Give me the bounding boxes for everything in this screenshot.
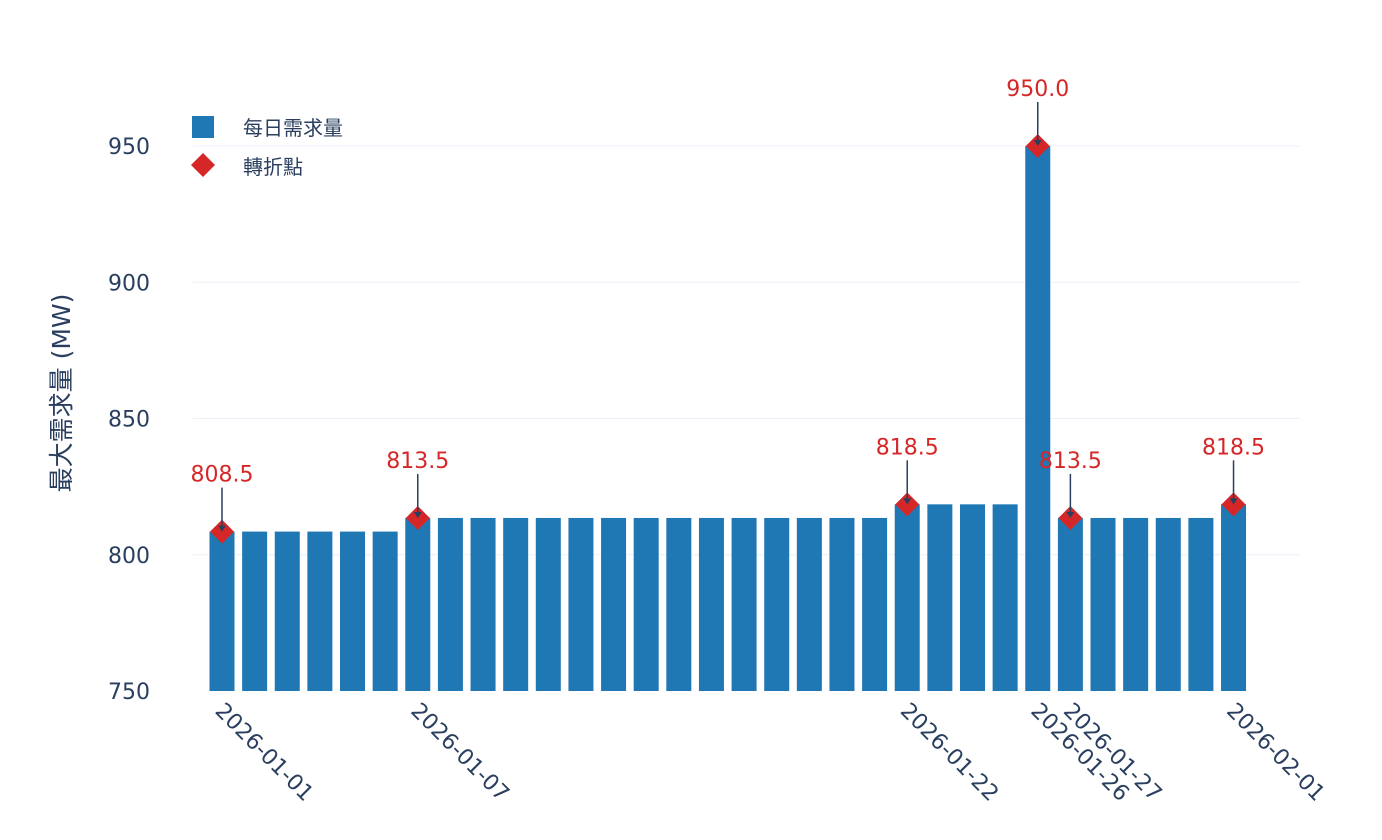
- annotation-label: 813.5: [1039, 449, 1102, 474]
- annotation-arrowhead: [1033, 140, 1042, 146]
- bar: [731, 517, 757, 691]
- bar: [1057, 517, 1083, 691]
- legend-item-bar[interactable]: 每日需求量: [192, 116, 343, 140]
- y-tick-label: 800: [108, 544, 150, 569]
- bar: [1025, 146, 1051, 691]
- y-tick-label: 850: [108, 408, 150, 433]
- bar: [209, 531, 235, 691]
- annotation-label: 813.5: [386, 449, 449, 474]
- bar: [927, 504, 953, 691]
- bar: [405, 517, 431, 691]
- bar: [1188, 517, 1214, 691]
- x-tick-label: 2026-02-01: [1221, 699, 1329, 807]
- legend-item-marker[interactable]: 轉折點: [191, 153, 303, 179]
- annotation-arrowhead: [413, 511, 422, 518]
- bar: [1155, 517, 1181, 691]
- legend-label-bar: 每日需求量: [243, 116, 343, 140]
- bar: [992, 504, 1018, 691]
- bar: [633, 517, 659, 691]
- annotation-label: 808.5: [191, 463, 254, 488]
- bar: [796, 517, 822, 691]
- bar: [503, 517, 529, 691]
- bar: [698, 517, 724, 691]
- y-tick-label: 750: [108, 680, 150, 705]
- bar: [242, 531, 268, 691]
- x-tick-label: 2026-01-07: [406, 699, 514, 807]
- annotation-arrowhead: [1229, 498, 1238, 505]
- legend-label-marker: 轉折點: [243, 155, 303, 179]
- bar: [568, 517, 594, 691]
- bar: [1221, 504, 1247, 691]
- bar: [666, 517, 692, 691]
- annotation-label: 950.0: [1006, 77, 1069, 102]
- turning-point-marker: [1221, 492, 1246, 517]
- bar: [601, 517, 627, 691]
- turning-point-marker: [895, 492, 920, 517]
- x-tick-label: 2026-01-01: [210, 699, 318, 807]
- y-tick-label: 900: [108, 271, 150, 296]
- bar: [764, 517, 790, 691]
- bar: [470, 517, 496, 691]
- annotation-arrowhead: [903, 498, 912, 505]
- y-tick-label: 950: [108, 135, 150, 160]
- annotation-arrowhead: [1066, 511, 1075, 518]
- annotation-label: 818.5: [876, 435, 939, 460]
- annotation-label: 818.5: [1202, 435, 1265, 460]
- bar: [1123, 517, 1149, 691]
- legend-bar-swatch: [192, 116, 214, 138]
- y-axis-label: 最大需求量 (MW): [47, 294, 76, 493]
- bar: [372, 531, 398, 691]
- bar: [437, 517, 463, 691]
- bar: [829, 517, 855, 691]
- x-tick-label: 2026-01-22: [895, 699, 1003, 807]
- bar: [307, 531, 333, 691]
- bar: [340, 531, 366, 691]
- legend: 每日需求量 轉折點: [191, 116, 343, 179]
- bar: [894, 504, 920, 691]
- bar: [959, 504, 985, 691]
- bar: [1090, 517, 1116, 691]
- bar: [274, 531, 300, 691]
- bar: [862, 517, 888, 691]
- annotation-arrowhead: [218, 525, 226, 532]
- legend-diamond-icon: [191, 153, 215, 177]
- bar: [535, 517, 561, 691]
